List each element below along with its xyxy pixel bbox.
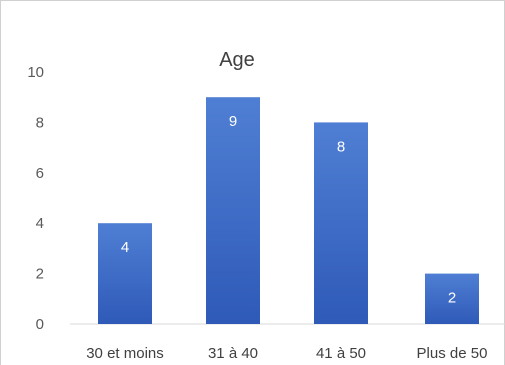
x-category-label: 30 et moins bbox=[86, 345, 164, 362]
bar bbox=[314, 122, 368, 325]
y-tick-label: 8 bbox=[36, 114, 44, 131]
category-labels: 30 et moins 31 à 40 41 à 50 Plus de 50 bbox=[86, 345, 487, 362]
x-category-label: Plus de 50 bbox=[417, 345, 488, 362]
y-axis-ticks: 0 2 4 6 8 10 bbox=[27, 64, 44, 333]
bar bbox=[98, 223, 152, 324]
bar bbox=[425, 273, 479, 324]
data-labels: 4 9 8 2 bbox=[121, 113, 456, 306]
bar-data-label: 9 bbox=[229, 113, 237, 130]
x-category-label: 41 à 50 bbox=[316, 345, 366, 362]
bar-data-label: 8 bbox=[337, 138, 345, 155]
y-tick-label: 4 bbox=[36, 215, 44, 232]
y-tick-label: 6 bbox=[36, 165, 44, 182]
bar bbox=[206, 97, 260, 324]
chart-title: Age bbox=[219, 49, 255, 71]
y-tick-label: 10 bbox=[27, 64, 44, 81]
y-tick-label: 0 bbox=[36, 316, 44, 333]
y-tick-label: 2 bbox=[36, 266, 44, 283]
bar-data-label: 2 bbox=[448, 290, 456, 307]
bar-data-label: 4 bbox=[121, 239, 129, 256]
x-category-label: 31 à 40 bbox=[208, 345, 258, 362]
bars bbox=[98, 97, 479, 325]
